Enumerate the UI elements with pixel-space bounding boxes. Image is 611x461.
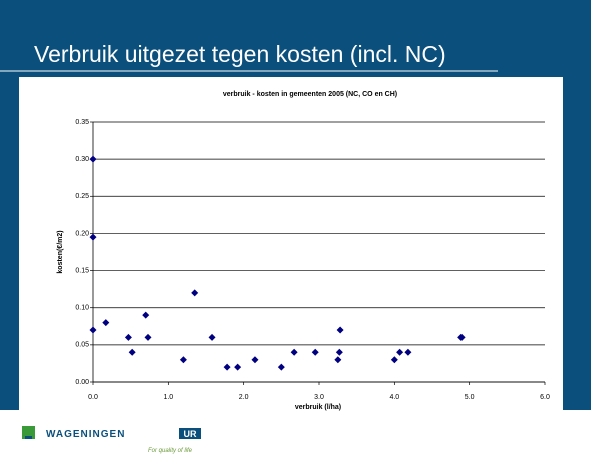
logo-icon-base bbox=[25, 436, 32, 439]
point bbox=[142, 311, 150, 319]
point bbox=[191, 289, 199, 297]
x-tick-label: 0.0 bbox=[88, 394, 98, 401]
y-tick-label: 0.05 bbox=[75, 342, 89, 349]
point bbox=[144, 333, 152, 341]
chart-area bbox=[19, 77, 563, 410]
point bbox=[277, 363, 285, 371]
point bbox=[234, 363, 242, 371]
x-tick-label: 2.0 bbox=[239, 394, 249, 401]
point bbox=[396, 348, 404, 356]
y-tick-label: 0.10 bbox=[75, 305, 89, 312]
y-tick-label: 0.00 bbox=[75, 379, 89, 386]
x-tick-label: 1.0 bbox=[163, 394, 173, 401]
point bbox=[311, 348, 319, 356]
point bbox=[89, 233, 97, 241]
y-axis-label: kosten(€/m2) bbox=[57, 230, 64, 273]
logo-name: WAGENINGEN bbox=[46, 429, 125, 440]
x-tick-label: 5.0 bbox=[465, 394, 475, 401]
point bbox=[89, 155, 97, 163]
slide-title: Verbruik uitgezet tegen kosten (incl. NC… bbox=[34, 41, 446, 67]
y-tick-label: 0.30 bbox=[75, 156, 89, 163]
x-tick-label: 4.0 bbox=[389, 394, 399, 401]
chart-title: verbruik - kosten in gemeenten 2005 (NC,… bbox=[223, 91, 397, 98]
point bbox=[89, 326, 97, 334]
point bbox=[458, 333, 466, 341]
y-tick-label: 0.15 bbox=[75, 267, 89, 274]
logo-badge: UR bbox=[184, 429, 197, 439]
logo-badge-bg bbox=[179, 428, 201, 439]
point bbox=[404, 348, 412, 356]
point bbox=[251, 356, 259, 364]
point bbox=[334, 356, 342, 364]
point bbox=[336, 326, 344, 334]
point bbox=[102, 319, 110, 327]
x-tick-label: 6.0 bbox=[540, 394, 550, 401]
point bbox=[290, 348, 298, 356]
x-tick-label: 3.0 bbox=[314, 394, 324, 401]
y-tick-label: 0.35 bbox=[75, 119, 89, 126]
point bbox=[128, 348, 136, 356]
y-tick-label: 0.20 bbox=[75, 230, 89, 237]
logo-tagline: For quality of life bbox=[148, 448, 193, 454]
point bbox=[208, 333, 216, 341]
x-axis-label: verbruik (l/ha) bbox=[295, 404, 341, 411]
point bbox=[179, 356, 187, 364]
point bbox=[124, 333, 132, 341]
logo-icon bbox=[22, 426, 35, 439]
point bbox=[223, 363, 231, 371]
point bbox=[390, 356, 398, 364]
y-tick-label: 0.25 bbox=[75, 193, 89, 200]
point bbox=[335, 348, 343, 356]
